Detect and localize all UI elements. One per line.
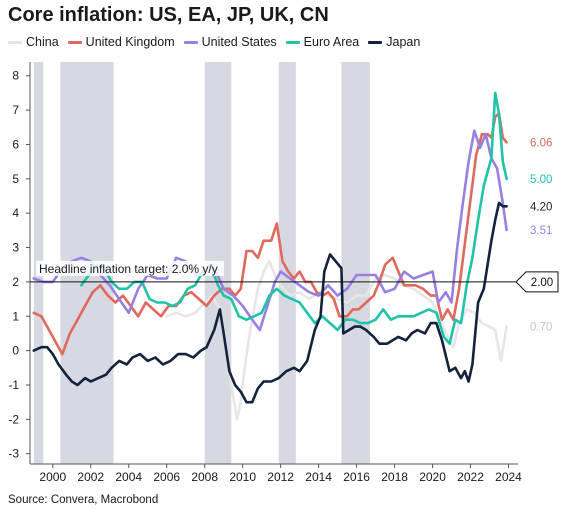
x-tick-label: 2004 — [115, 470, 142, 484]
x-tick-label: 2012 — [267, 470, 294, 484]
series-line-euro-area — [80, 91, 508, 345]
x-tick-label: 2006 — [153, 470, 180, 484]
legend-label: China — [26, 35, 59, 49]
legend-label: Euro Area — [303, 35, 360, 49]
x-tick-label: 2008 — [191, 470, 218, 484]
recession-band-3 — [278, 62, 296, 464]
y-tick-label: -2 — [8, 412, 19, 426]
y-tick-label: 8 — [12, 69, 19, 83]
y-tick-label: 1 — [12, 309, 19, 323]
x-tick-label: 2018 — [381, 470, 408, 484]
end-label-euro-area: 5.00 — [530, 174, 552, 186]
end-label-japan: 4.20 — [530, 201, 552, 213]
y-tick-label: 5 — [12, 172, 19, 186]
series-line-united-states — [32, 129, 508, 332]
y-tick-label: 0 — [12, 344, 19, 358]
legend-label: United Kingdom — [85, 35, 175, 49]
legend-item-china: China — [8, 35, 59, 49]
x-tick-label: 2000 — [39, 470, 66, 484]
target-value-box — [515, 271, 559, 293]
legend-swatch — [183, 40, 198, 44]
legend-item-united-kingdom: United Kingdom — [67, 35, 175, 49]
x-tick-label: 2010 — [229, 470, 256, 484]
chart-title: Core inflation: US, EA, JP, UK, CN — [8, 4, 329, 26]
legend-label: United States — [201, 35, 277, 49]
y-tick-label: 3 — [12, 241, 19, 255]
y-tick-label: -3 — [8, 447, 19, 461]
x-tick-label: 2022 — [457, 470, 484, 484]
end-label-united-kingdom: 6.06 — [530, 137, 552, 149]
chart-legend: China United Kingdom United States Euro Are… — [8, 35, 420, 49]
legend-swatch — [67, 40, 82, 44]
end-label-china: 0.70 — [530, 322, 552, 334]
x-tick-label: 2020 — [419, 470, 446, 484]
legend-item-united-states: United States — [183, 35, 277, 49]
y-tick-label: -1 — [8, 378, 19, 392]
series-line-japan — [32, 201, 508, 404]
target-label-bg — [36, 260, 224, 276]
legend-item-japan: Japan — [368, 35, 420, 49]
x-tick-label: 2016 — [343, 470, 370, 484]
series-line-united-kingdom — [32, 112, 508, 356]
chart-source: Source: Convera, Macrobond — [8, 494, 159, 506]
y-tick-label: 7 — [12, 103, 19, 117]
legend-label: Japan — [386, 35, 421, 49]
x-tick-label: 2014 — [305, 470, 332, 484]
x-tick-label: 2002 — [77, 470, 104, 484]
y-tick-label: 2 — [12, 275, 19, 289]
legend-swatch — [8, 40, 22, 44]
legend-swatch — [368, 40, 383, 44]
x-tick-label: 2024 — [495, 470, 522, 484]
y-tick-label: 6 — [12, 137, 19, 151]
recession-band-4 — [341, 62, 370, 464]
legend-item-euro-area: Euro Area — [285, 35, 360, 49]
target-label: Headline inflation target: 2.0% y/y — [39, 262, 218, 276]
end-label-united-states: 3.51 — [530, 225, 552, 237]
target-value-label: 2.00 — [531, 277, 553, 289]
legend-swatch — [285, 40, 300, 44]
y-tick-label: 4 — [12, 206, 19, 220]
